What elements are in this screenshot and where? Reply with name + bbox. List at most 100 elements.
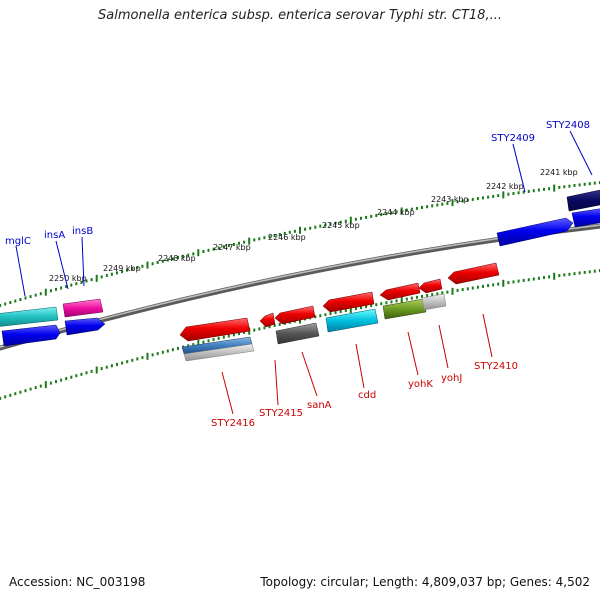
gene-label-yohJ[interactable]: yohJ	[441, 373, 462, 384]
reverse-ruler-tick	[380, 302, 383, 306]
forward-ruler-tick	[222, 245, 225, 249]
gene-yohK[interactable]	[382, 298, 427, 320]
forward-ruler-tick	[34, 293, 37, 297]
gene-cdd[interactable]	[325, 308, 379, 333]
reverse-ruler-tick	[324, 313, 327, 317]
reverse-ruler-tick	[314, 315, 317, 319]
reverse-ruler-tick	[354, 307, 357, 311]
reverse-ruler-tick	[24, 389, 27, 393]
reverse-genes	[179, 262, 500, 362]
forward-ruler-tick	[405, 208, 408, 212]
forward-ruler-tick	[70, 283, 73, 287]
gene-label-insA[interactable]: insA	[44, 230, 65, 241]
reverse-ruler-tick	[268, 325, 271, 329]
gene-label-yohK[interactable]: yohK	[408, 379, 433, 390]
reverse-ruler-tick	[466, 287, 469, 291]
gene-mglA[interactable]	[1, 324, 61, 347]
reverse-ruler-tick	[527, 278, 530, 282]
gene-STY2408[interactable]	[566, 189, 600, 212]
forward-ruler-tick	[177, 256, 179, 259]
reverse-ruler-tick	[55, 380, 57, 384]
reverse-ruler-tick	[319, 314, 322, 318]
gene-sanA[interactable]	[274, 305, 316, 325]
forward-ruler-tick	[456, 200, 459, 204]
gene-label-STY2415[interactable]: STY2415	[259, 408, 303, 419]
reverse-ruler-tick	[390, 300, 393, 304]
ruler-label-2241: 2241 kbp	[540, 168, 578, 177]
forward-ruler-tick	[471, 197, 474, 201]
forward-ruler-tick	[182, 254, 185, 258]
reverse-ruler-tick	[512, 280, 515, 284]
forward-ruler-tick	[421, 206, 423, 209]
gene-label-sanA[interactable]: sanA	[307, 400, 332, 411]
reverse-ruler-tick	[507, 281, 510, 285]
reverse-ruler-tick	[136, 357, 139, 361]
reverse-ruler-tick	[105, 365, 108, 369]
forward-ruler-tick	[487, 195, 490, 199]
ruler-label-2246: 2246 kbp	[268, 233, 306, 242]
gene-STY2407[interactable]	[571, 208, 600, 228]
gene-label-STY2416[interactable]: STY2416	[211, 418, 255, 429]
reverse-ruler-tick	[126, 360, 129, 364]
forward-ruler-tick	[90, 278, 93, 282]
forward-ruler-tick	[426, 205, 429, 209]
gene-yohK-upper[interactable]	[379, 282, 421, 301]
forward-ruler-tick	[466, 198, 469, 202]
map-title: Salmonella enterica subsp. enterica sero…	[98, 8, 502, 23]
forward-ruler-tick	[0, 304, 2, 307]
gene-label-mglC[interactable]: mglC	[5, 236, 31, 247]
forward-genes	[0, 189, 600, 347]
forward-ruler-tick	[268, 235, 271, 239]
gene-STY2410[interactable]	[447, 262, 500, 285]
gene-yohJ-upper[interactable]	[418, 278, 443, 294]
gene-label-STY2409[interactable]: STY2409	[491, 133, 535, 144]
forward-ruler-tick	[309, 226, 312, 230]
reverse-ruler-tick	[65, 377, 68, 381]
genome-summary: Topology: circular; Length: 4,809,037 bp…	[260, 575, 590, 589]
reverse-ruler-tick	[100, 367, 103, 371]
gene-insB[interactable]	[62, 298, 104, 318]
reverse-ruler-tick	[588, 270, 591, 274]
forward-ruler-tick	[451, 199, 454, 207]
gene-sanA-secondary[interactable]	[275, 322, 320, 345]
forward-ruler-tick	[19, 298, 22, 301]
label-leaders	[15, 130, 593, 415]
gene-label-cdd[interactable]: cdd	[358, 390, 376, 401]
reverse-ruler-tick	[90, 369, 93, 373]
reverse-ruler-tick	[192, 343, 195, 347]
forward-ruler-tick	[304, 227, 307, 231]
forward-ruler-tick	[288, 230, 291, 234]
reverse-ruler-tick	[258, 327, 261, 331]
reverse-ruler-tick	[75, 374, 78, 378]
reverse-ruler-tick	[187, 344, 190, 348]
forward-ruler-tick	[360, 216, 362, 220]
gene-blue-small[interactable]	[64, 317, 106, 336]
gene-yohJ[interactable]	[421, 293, 447, 311]
forward-ruler-tick	[334, 221, 337, 225]
reverse-ruler-tick	[415, 295, 418, 299]
forward-ruler-tick	[258, 237, 261, 241]
reverse-ruler-tick	[131, 358, 134, 362]
gene-STY2415[interactable]	[259, 312, 276, 328]
gene-STY2416[interactable]	[179, 317, 251, 342]
gene-STY2416-tertiary[interactable]	[183, 343, 255, 362]
gene-label-STY2408[interactable]: STY2408	[546, 120, 590, 131]
forward-ruler-tick	[324, 223, 327, 227]
reverse-ruler-tick	[60, 378, 63, 382]
forward-gene-labels: mglC insA insB STY2409 STY2408	[5, 120, 590, 247]
gene-label-insB[interactable]: insB	[72, 226, 93, 237]
gene-mglC[interactable]	[0, 306, 59, 327]
forward-ruler-tick	[39, 292, 42, 296]
reverse-ruler-tick	[385, 301, 388, 305]
reverse-ruler-tick	[583, 270, 586, 274]
reverse-ruler-tick	[232, 333, 235, 337]
forward-ruler-tick	[151, 262, 154, 266]
forward-ruler-tick	[375, 214, 378, 217]
forward-ruler-tick	[517, 191, 520, 195]
forward-ruler-tick	[29, 295, 32, 299]
forward-ruler-tick	[395, 210, 398, 214]
gene-STY2409[interactable]	[496, 217, 574, 247]
gene-cdd-upper[interactable]	[322, 291, 375, 313]
gene-label-STY2410[interactable]: STY2410	[474, 361, 518, 372]
